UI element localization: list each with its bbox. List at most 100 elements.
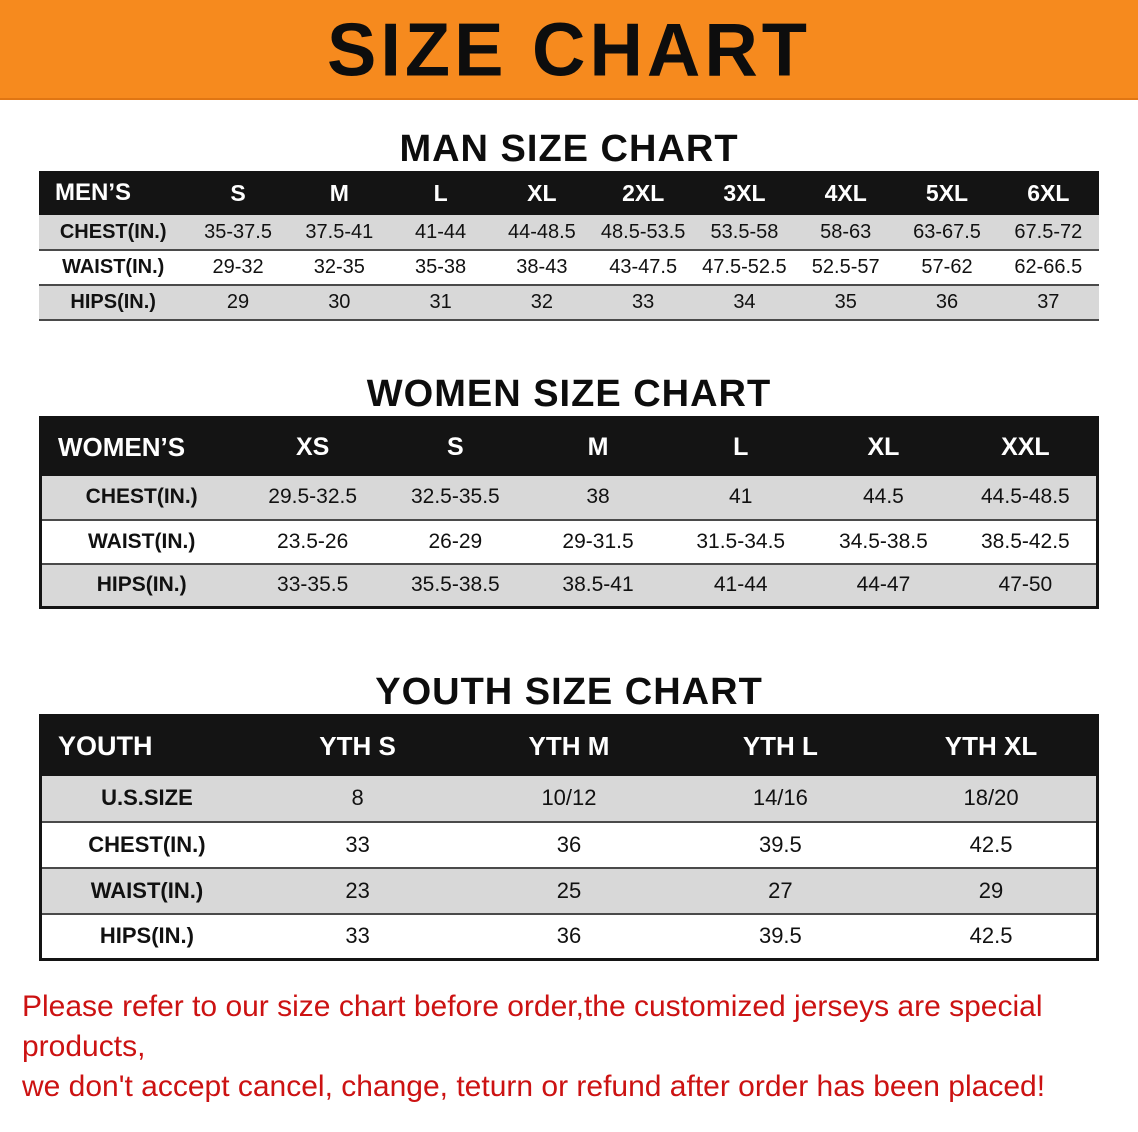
measurement-row: HIPS(IN.) 33 36 39.5 42.5 xyxy=(40,913,1098,960)
measurement-value: 41-44 xyxy=(415,220,467,243)
measurement-value: 39.5 xyxy=(758,831,802,857)
size-column-header: L xyxy=(389,171,492,215)
measurement-value: 29-31.5 xyxy=(562,529,634,553)
table-corner-label: MEN’S xyxy=(39,171,188,215)
measurement-value: 35-37.5 xyxy=(204,220,272,243)
measurement-value: 44-48.5 xyxy=(507,220,576,243)
measurement-value: 52.5-57 xyxy=(811,256,880,278)
measurement-value: 33 xyxy=(632,291,655,313)
measurement-value: 57-62 xyxy=(921,256,973,278)
measurement-value: 53.5-58 xyxy=(710,220,779,243)
measurement-value: 58-63 xyxy=(820,220,872,243)
measurement-value: 44.5-48.5 xyxy=(981,485,1070,508)
banner: SIZE CHART xyxy=(0,0,1138,100)
measurement-value: 35 xyxy=(834,291,857,313)
measurement-value: 37 xyxy=(1037,291,1060,313)
measurement-value: 26-29 xyxy=(428,529,483,553)
measurement-value: 29.5-32.5 xyxy=(268,485,358,508)
measurement-value: 14/16 xyxy=(752,785,808,810)
measurement-label: CHEST(IN.) xyxy=(88,831,206,857)
size-column-header: S xyxy=(384,417,527,476)
size-column-header: YTH M xyxy=(463,715,675,776)
size-column-header: YTH S xyxy=(251,715,464,776)
measurement-label: WAIST(IN.) xyxy=(62,256,165,278)
youth-size-table: YOUTH YTH S YTH M YTH L YTH XL U.S.SIZE 8 10/12… xyxy=(39,714,1099,961)
measurement-value: 30 xyxy=(328,291,351,313)
measurement-value: 67.5-72 xyxy=(1014,220,1083,243)
measurement-value: 44.5 xyxy=(862,485,904,508)
table-header-row: YOUTH YTH S YTH M YTH L YTH XL xyxy=(40,715,1098,776)
women-size-table: WOMEN’S XS S M L XL XXL CHEST(IN.) 29.5-32.5 32.5… xyxy=(39,416,1099,609)
measurement-value: 34.5-38.5 xyxy=(839,529,928,553)
measurement-label: HIPS(IN.) xyxy=(70,291,156,313)
size-column-header: 6XL xyxy=(997,171,1099,215)
measurement-value: 41-44 xyxy=(713,573,768,597)
measurement-value: 34 xyxy=(733,291,756,313)
men-size-table: MEN’S S M L XL 2XL 3XL 4XL 5XL 6XL CHEST(IN.) 35-37… xyxy=(39,171,1099,321)
table-corner-label: WOMEN’S xyxy=(40,417,242,476)
measurement-value: 41 xyxy=(729,485,753,508)
measurement-label: WAIST(IN.) xyxy=(90,877,204,903)
youth-section-heading: YOUTH SIZE CHART xyxy=(375,671,763,713)
women-size-section: WOMEN SIZE CHART WOMEN’S XS S M L XL XXL CHEST(… xyxy=(0,373,1138,609)
measurement-row: HIPS(IN.) 33-35.5 35.5-38.5 38.5-41 41-44 44-… xyxy=(40,563,1098,608)
measurement-value: 47.5-52.5 xyxy=(702,256,787,278)
size-column-header: XXL xyxy=(954,417,1098,476)
disclaimer: Please refer to our size chart before or… xyxy=(0,987,1138,1107)
table-corner-label: YOUTH xyxy=(40,715,252,776)
measurement-value: 32.5-35.5 xyxy=(410,485,500,508)
measurement-row: CHEST(IN.) 33 36 39.5 42.5 xyxy=(40,821,1098,868)
measurement-value: 33 xyxy=(345,923,370,949)
size-column-header: XL xyxy=(491,171,593,215)
measurement-value: 36 xyxy=(935,291,959,313)
measurement-value: 18/20 xyxy=(963,785,1019,810)
measurement-value: 35-38 xyxy=(415,256,467,278)
measurement-value: 23.5-26 xyxy=(277,529,349,553)
size-column-header: M xyxy=(526,417,670,476)
size-column-header: S xyxy=(187,171,289,215)
measurement-value: 42.5 xyxy=(969,831,1013,857)
size-column-header: 2XL xyxy=(592,171,694,215)
size-column-header: XL xyxy=(812,417,955,476)
measurement-value: 37.5-41 xyxy=(305,220,374,243)
measurement-value: 36 xyxy=(556,831,582,857)
measurement-row: WAIST(IN.) 23.5-26 26-29 29-31.5 31.5-34.5 34… xyxy=(40,519,1098,564)
measurement-value: 8 xyxy=(351,785,364,810)
size-column-header: YTH XL xyxy=(886,715,1098,776)
size-column-header: XS xyxy=(241,417,385,476)
youth-size-section: YOUTH SIZE CHART YOUTH YTH S YTH M YTH L YTH… xyxy=(0,671,1138,961)
measurement-value: 29 xyxy=(226,291,250,313)
measurement-value: 39.5 xyxy=(758,923,802,949)
measurement-value: 44-47 xyxy=(856,573,911,597)
measurement-value: 38.5-42.5 xyxy=(981,529,1070,553)
measurement-value: 32 xyxy=(530,291,553,313)
measurement-value: 33 xyxy=(345,831,370,857)
measurement-value: 47-50 xyxy=(998,573,1053,597)
measurement-value: 42.5 xyxy=(969,923,1013,949)
measurement-label: U.S.SIZE xyxy=(101,785,193,810)
measurement-value: 62-66.5 xyxy=(1014,256,1083,278)
measurement-label: CHEST(IN.) xyxy=(85,485,198,508)
measurement-value: 35.5-38.5 xyxy=(410,573,500,597)
table-header-row: MEN’S S M L XL 2XL 3XL 4XL 5XL 6XL xyxy=(39,171,1099,215)
measurement-value: 29 xyxy=(978,877,1004,903)
measurement-value: 33-35.5 xyxy=(277,573,349,597)
size-column-header: M xyxy=(288,171,390,215)
men-size-section: MAN SIZE CHART MEN’S S M L XL 2XL 3XL 4XL 5XL 6XL… xyxy=(0,128,1138,321)
measurement-value: 48.5-53.5 xyxy=(600,220,686,243)
measurement-row: CHEST(IN.) 29.5-32.5 32.5-35.5 38 41 44.5 44.5… xyxy=(40,475,1098,520)
measurement-value: 25 xyxy=(556,877,582,903)
measurement-row: HIPS(IN.) 29 30 31 32 33 34 35 36 37 xyxy=(39,285,1099,320)
measurement-value: 63-67.5 xyxy=(913,220,981,243)
measurement-value: 31.5-34.5 xyxy=(696,529,786,553)
size-column-header: L xyxy=(669,417,813,476)
measurement-label: HIPS(IN.) xyxy=(99,923,194,949)
measurement-value: 38.5-41 xyxy=(562,573,634,597)
disclaimer-line-1: Please refer to our size chart before or… xyxy=(22,990,1043,1063)
measurement-value: 27 xyxy=(768,877,793,903)
measurement-value: 32-35 xyxy=(313,256,365,278)
measurement-value: 38 xyxy=(586,485,610,508)
measurement-value: 31 xyxy=(429,291,452,313)
measurement-label: WAIST(IN.) xyxy=(88,529,196,553)
